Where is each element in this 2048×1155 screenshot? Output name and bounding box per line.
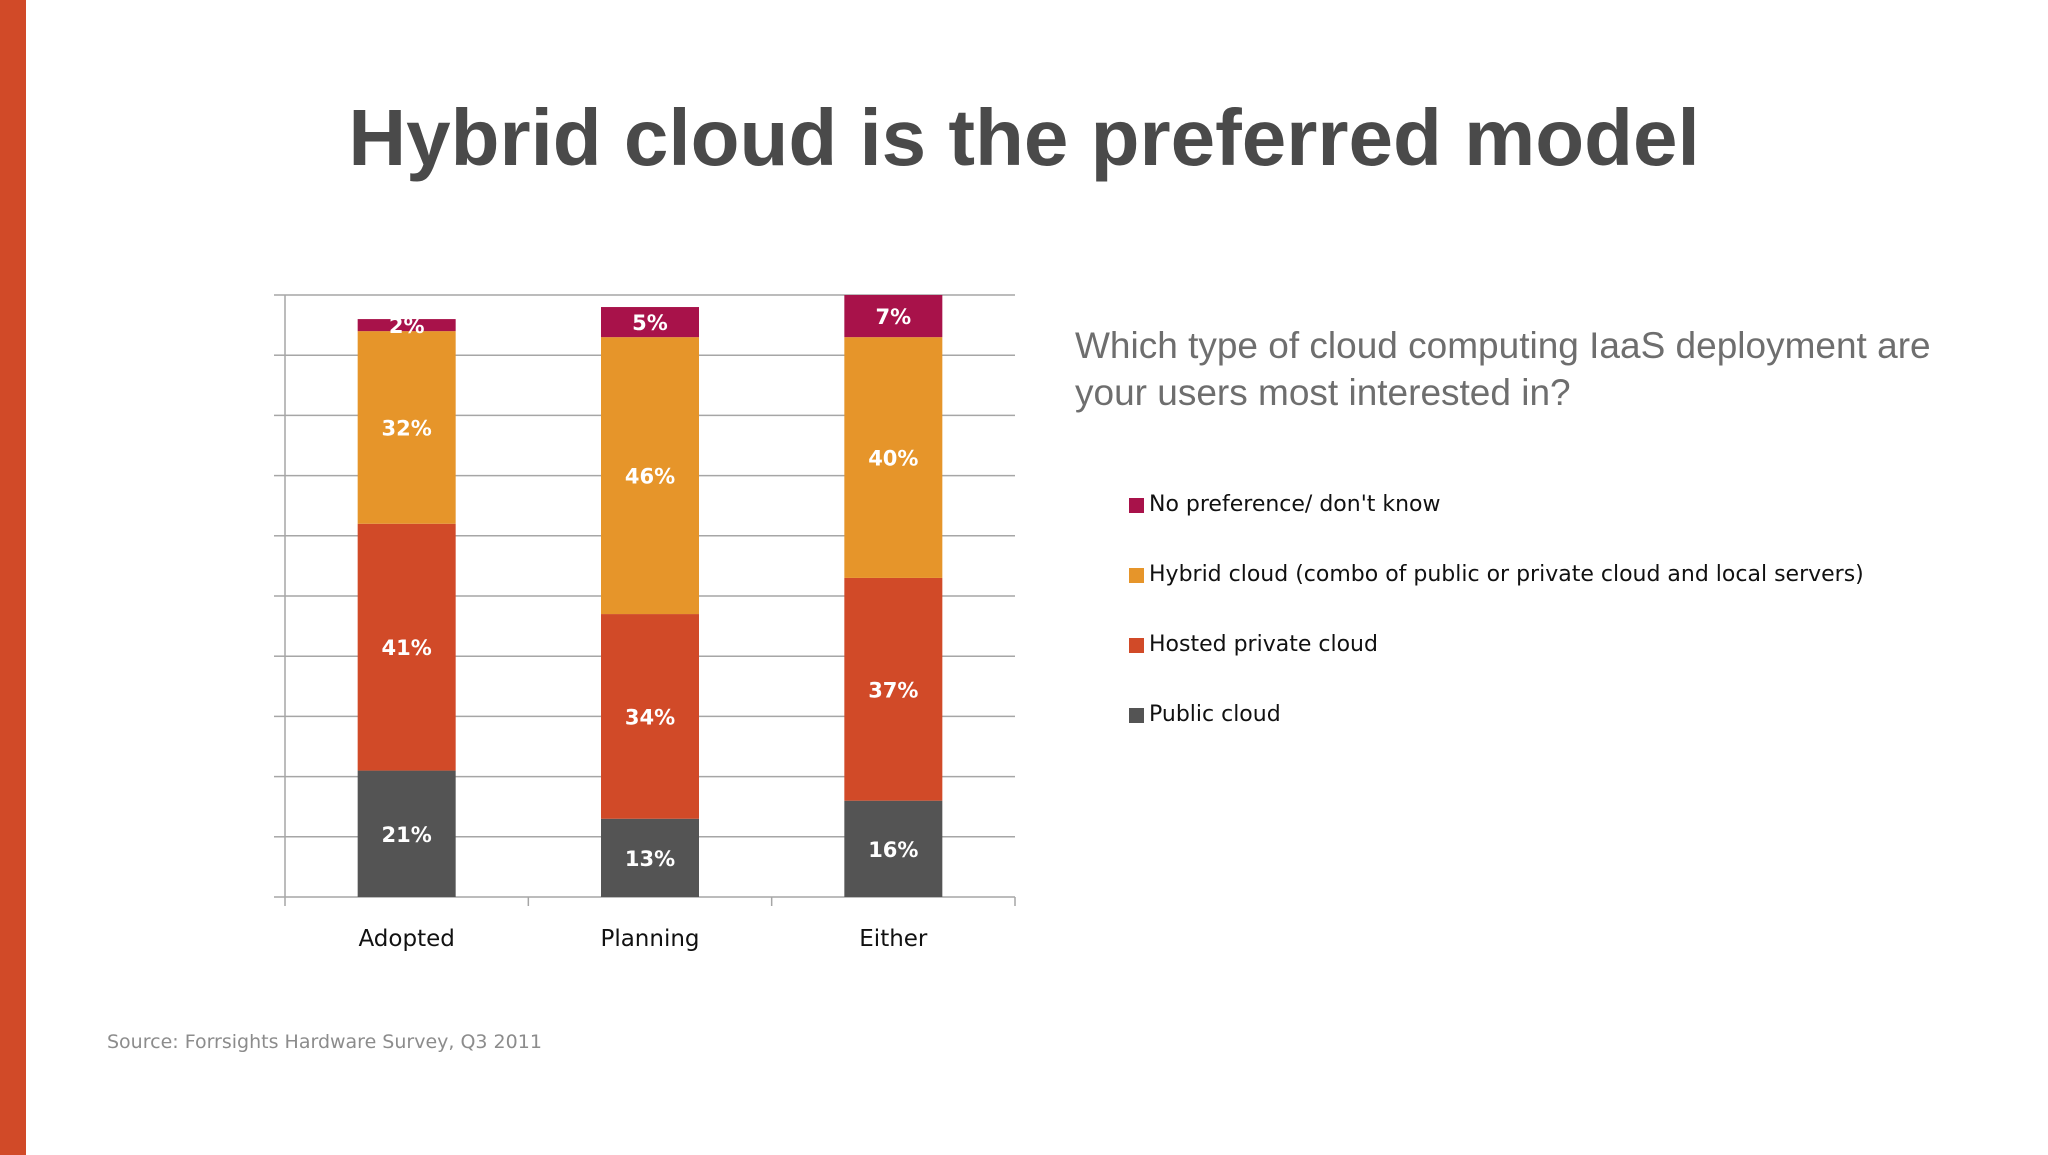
category-label: Planning [600, 926, 699, 952]
legend-swatch [1129, 498, 1144, 513]
bar-segment [357, 523, 456, 771]
data-label: 41% [382, 636, 432, 660]
legend-label: Public cloud [1149, 702, 1281, 727]
bar-segment [844, 337, 943, 578]
legend-swatch [1129, 708, 1144, 723]
survey-question: Which type of cloud computing IaaS deplo… [1075, 325, 1931, 413]
bar-segment [601, 614, 699, 819]
bar-segment [357, 770, 456, 897]
source-note: Source: Forrsights Hardware Survey, Q3 2… [107, 1031, 542, 1053]
bar-segment [844, 577, 943, 801]
legend-swatch [1129, 568, 1144, 583]
bar-segment [601, 818, 699, 897]
bar-segment [601, 307, 699, 338]
bar-segment [601, 337, 699, 615]
legend-swatch [1129, 638, 1144, 653]
accent-side-bar [0, 0, 26, 1155]
bar-segment [357, 319, 456, 332]
category-label: Adopted [358, 926, 454, 952]
data-label: 46% [625, 465, 675, 489]
bar-segment [357, 331, 456, 524]
data-label: 13% [625, 847, 675, 871]
data-label: 16% [868, 838, 918, 862]
bar-segment [844, 800, 943, 897]
category-label: Either [859, 926, 928, 952]
data-label: 32% [382, 416, 432, 440]
data-label: 21% [382, 823, 432, 847]
legend-label: Hybrid cloud (combo of public or private… [1149, 562, 1864, 587]
bar-segment [844, 295, 943, 338]
data-label: 37% [868, 678, 918, 702]
data-label: 34% [625, 705, 675, 729]
page-title: Hybrid cloud is the preferred model [348, 93, 1700, 182]
legend-label: Hosted private cloud [1149, 632, 1378, 657]
legend-label: No preference/ don't know [1149, 492, 1441, 517]
data-label: 7% [876, 305, 912, 329]
data-label: 2% [389, 314, 425, 338]
data-label: 5% [632, 311, 668, 335]
data-label: 40% [868, 447, 918, 471]
